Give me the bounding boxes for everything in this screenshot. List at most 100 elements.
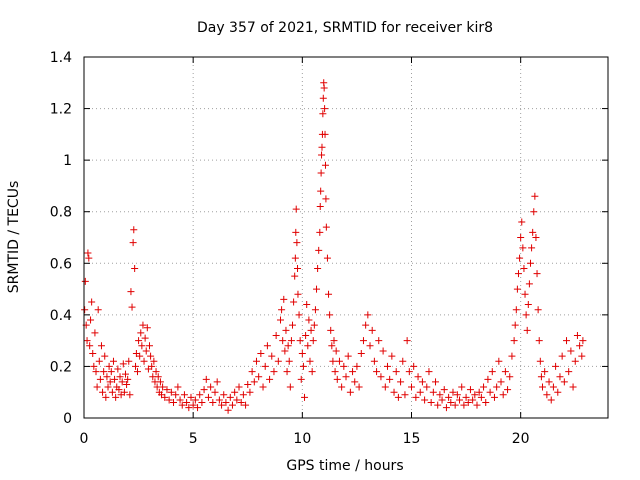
data-point bbox=[558, 352, 566, 360]
data-point bbox=[308, 368, 316, 376]
data-point bbox=[139, 321, 147, 329]
data-point bbox=[89, 350, 97, 358]
data-point bbox=[512, 306, 520, 314]
data-point bbox=[535, 337, 543, 345]
data-point bbox=[231, 388, 239, 396]
data-point bbox=[202, 375, 210, 383]
data-point bbox=[235, 383, 243, 391]
data-point bbox=[313, 285, 321, 293]
data-point bbox=[228, 401, 236, 409]
data-point bbox=[295, 311, 303, 319]
data-point bbox=[87, 316, 95, 324]
data-point bbox=[268, 352, 276, 360]
data-point bbox=[401, 391, 409, 399]
x-tick-label: 10 bbox=[293, 431, 311, 447]
data-point bbox=[362, 321, 370, 329]
data-point bbox=[549, 383, 557, 391]
data-point bbox=[408, 383, 415, 391]
data-point bbox=[198, 399, 206, 407]
data-point bbox=[405, 368, 413, 376]
data-point bbox=[451, 401, 459, 409]
data-point bbox=[111, 375, 119, 383]
data-point bbox=[460, 401, 468, 409]
data-point bbox=[513, 285, 521, 293]
data-point bbox=[525, 280, 533, 288]
data-point bbox=[285, 357, 293, 365]
data-point bbox=[545, 378, 553, 386]
data-point bbox=[333, 375, 341, 383]
data-point bbox=[103, 373, 111, 381]
data-point bbox=[524, 301, 532, 309]
data-point bbox=[473, 401, 481, 409]
data-point bbox=[194, 404, 202, 412]
data-point bbox=[257, 350, 265, 358]
y-tick-label: 0.8 bbox=[50, 205, 72, 221]
data-point bbox=[215, 396, 223, 404]
data-point bbox=[306, 357, 314, 365]
data-point bbox=[284, 342, 292, 350]
data-point bbox=[412, 393, 420, 401]
data-point bbox=[85, 254, 93, 262]
data-point bbox=[529, 228, 537, 236]
data-point bbox=[506, 373, 514, 381]
data-point bbox=[250, 378, 258, 386]
data-point bbox=[388, 352, 396, 360]
data-point bbox=[226, 393, 234, 401]
data-point bbox=[528, 244, 536, 252]
data-point bbox=[539, 383, 546, 391]
data-point bbox=[311, 306, 319, 314]
data-point bbox=[458, 383, 466, 391]
data-point bbox=[213, 378, 221, 386]
data-point bbox=[165, 396, 173, 404]
data-point bbox=[105, 362, 113, 370]
y-axis-ticks: 0 0.2 0.4 0.6 0.8 1 1.2 1.4 bbox=[50, 50, 608, 427]
data-point bbox=[326, 311, 334, 319]
data-point bbox=[163, 386, 171, 394]
data-point bbox=[172, 391, 180, 399]
data-point bbox=[209, 399, 217, 407]
data-point bbox=[86, 342, 94, 350]
data-point bbox=[531, 192, 539, 200]
data-point bbox=[332, 347, 340, 355]
chart-title: Day 357 of 2021, SRMTID for receiver kir… bbox=[197, 20, 493, 36]
data-point bbox=[392, 368, 400, 376]
data-point bbox=[488, 368, 496, 376]
data-point bbox=[147, 352, 155, 360]
data-point bbox=[141, 334, 149, 342]
data-point bbox=[518, 218, 526, 226]
data-point bbox=[565, 368, 573, 376]
data-point bbox=[314, 264, 322, 272]
data-point bbox=[90, 362, 98, 370]
data-point bbox=[138, 342, 146, 350]
data-point bbox=[259, 383, 267, 391]
data-point bbox=[520, 264, 528, 272]
data-point bbox=[237, 399, 245, 407]
plot-frame bbox=[83, 56, 609, 419]
data-point bbox=[573, 331, 581, 339]
data-point bbox=[318, 143, 326, 151]
data-point bbox=[493, 383, 501, 391]
data-point bbox=[242, 401, 250, 409]
data-point bbox=[442, 404, 450, 412]
data-point bbox=[112, 393, 120, 401]
data-point bbox=[560, 378, 568, 386]
x-axis-label: GPS time / hours bbox=[286, 458, 403, 474]
data-point bbox=[298, 350, 306, 358]
data-point bbox=[578, 352, 586, 360]
data-point bbox=[523, 326, 531, 334]
data-point bbox=[421, 396, 429, 404]
data-point bbox=[248, 368, 256, 376]
y-tick-label: 0.2 bbox=[50, 359, 72, 375]
data-point bbox=[340, 362, 348, 370]
data-point bbox=[244, 380, 252, 388]
data-point bbox=[170, 399, 178, 407]
data-point bbox=[81, 306, 89, 314]
data-point bbox=[576, 342, 584, 350]
data-point bbox=[325, 290, 333, 298]
data-point bbox=[534, 306, 542, 314]
data-point bbox=[552, 362, 560, 370]
data-point bbox=[263, 342, 271, 350]
data-point bbox=[99, 388, 107, 396]
data-point bbox=[490, 393, 498, 401]
data-point bbox=[410, 362, 418, 370]
